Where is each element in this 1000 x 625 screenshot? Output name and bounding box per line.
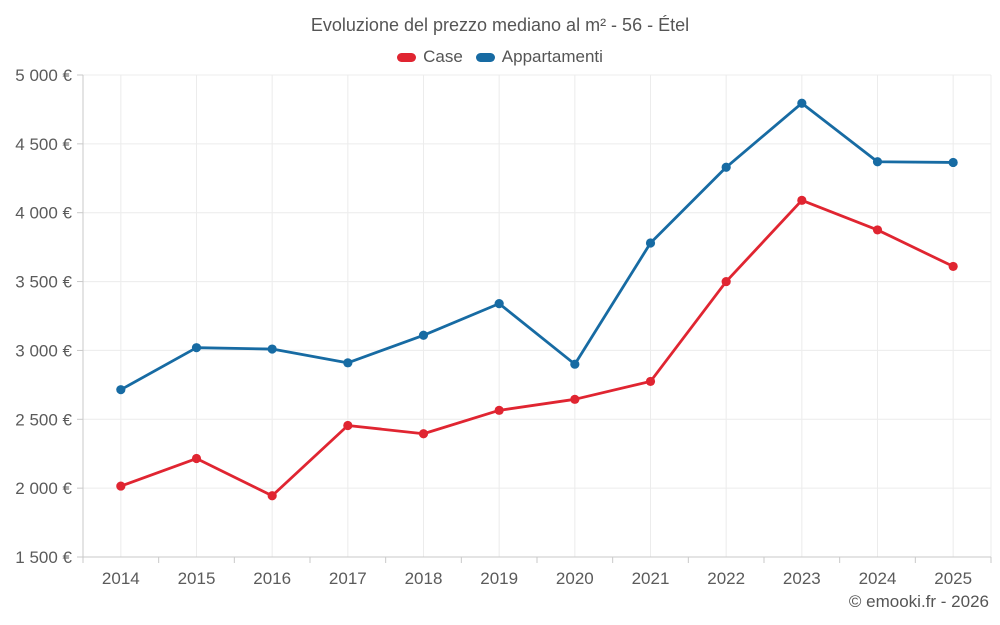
data-point-case-2017[interactable] <box>343 420 353 431</box>
x-tick-label: 2025 <box>934 569 972 588</box>
legend-item-case[interactable]: Case <box>397 47 463 67</box>
data-point-case-2016[interactable] <box>267 491 277 501</box>
data-point-case-2025[interactable] <box>948 261 958 272</box>
legend-item-appartamenti[interactable]: Appartamenti <box>475 47 603 67</box>
case-swatch-icon <box>397 52 417 62</box>
x-tick-label: 2023 <box>783 569 821 588</box>
data-point-appartamenti-2018[interactable] <box>418 330 429 340</box>
data-point-case-2019[interactable] <box>494 405 504 415</box>
data-point-appartamenti-2023[interactable] <box>797 98 807 108</box>
data-point-appartamenti-2025[interactable] <box>948 157 958 168</box>
data-point-appartamenti-2017[interactable] <box>343 358 353 368</box>
y-tick-label: 3 000 € <box>15 341 72 360</box>
data-point-case-2018[interactable] <box>418 429 429 439</box>
series-line-case <box>119 198 955 498</box>
data-point-appartamenti-2015[interactable] <box>191 343 202 353</box>
x-tick-label: 2021 <box>632 569 670 588</box>
appartamenti-swatch-icon <box>475 52 495 62</box>
data-point-appartamenti-2021[interactable] <box>645 238 656 248</box>
legend-label-appartamenti: Appartamenti <box>501 47 603 66</box>
x-tick-label: 2019 <box>480 569 518 588</box>
data-point-case-2014[interactable] <box>116 481 126 491</box>
x-tick-label: 2014 <box>102 569 140 588</box>
data-point-appartamenti-2014[interactable] <box>116 385 126 395</box>
chart-title: Evoluzione del prezzo mediano al m² - 56… <box>310 15 690 35</box>
x-tick-label: 2016 <box>253 569 291 588</box>
y-tick-label: 4 000 € <box>15 204 72 223</box>
data-point-appartamenti-2019[interactable] <box>494 299 504 309</box>
series-line-appartamenti <box>119 101 955 392</box>
copyright-footer: © emooki.fr - 2026 <box>848 592 989 611</box>
data-point-appartamenti-2024[interactable] <box>872 157 883 167</box>
y-tick-label: 4 500 € <box>15 135 72 154</box>
x-tick-label: 2015 <box>178 569 216 588</box>
data-point-case-2022[interactable] <box>721 276 731 287</box>
data-point-appartamenti-2022[interactable] <box>721 162 731 172</box>
y-tick-label: 5 000 € <box>15 66 72 85</box>
x-tick-label: 2022 <box>707 569 745 588</box>
data-point-case-2020[interactable] <box>570 394 580 404</box>
y-tick-label: 1 500 € <box>15 548 72 567</box>
data-point-case-2021[interactable] <box>645 376 656 387</box>
y-tick-label: 2 500 € <box>15 410 72 429</box>
legend: Case Appartamenti <box>0 47 1000 67</box>
y-tick-label: 3 500 € <box>15 273 72 292</box>
x-tick-label: 2020 <box>556 569 594 588</box>
data-point-case-2024[interactable] <box>872 225 883 235</box>
x-tick-label: 2018 <box>405 569 443 588</box>
y-tick-label: 2 000 € <box>15 479 72 498</box>
x-tick-label: 2017 <box>329 569 367 588</box>
data-point-appartamenti-2016[interactable] <box>267 344 277 354</box>
data-point-case-2015[interactable] <box>191 453 202 464</box>
legend-label-case: Case <box>423 47 463 66</box>
data-point-case-2023[interactable] <box>797 195 807 205</box>
data-point-appartamenti-2020[interactable] <box>570 359 580 369</box>
x-tick-label: 2024 <box>859 569 897 588</box>
